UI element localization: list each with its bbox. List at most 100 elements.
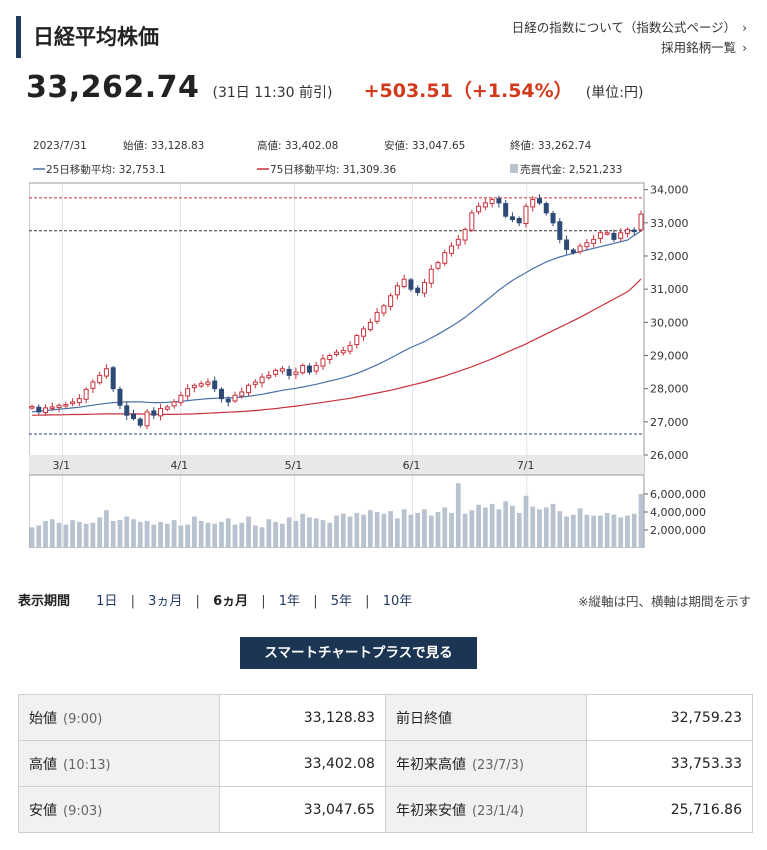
info-open: 始値: 33,128.83 xyxy=(123,139,204,152)
volume-bar xyxy=(293,521,299,548)
period-1d[interactable]: 1日 xyxy=(96,594,118,609)
candle-body xyxy=(496,198,502,204)
candle-body xyxy=(462,228,468,241)
info-ma25: 25日移動平均: 32,753.1 xyxy=(46,163,166,176)
ma25-line xyxy=(31,230,642,413)
plot-frame xyxy=(28,182,645,549)
volume-bar xyxy=(570,514,576,548)
candle-body xyxy=(178,394,184,404)
candle-body xyxy=(191,384,197,389)
candle-body xyxy=(591,238,597,244)
info-turnover: 売買代金: 2,521,233 xyxy=(520,163,622,176)
ytd-high-value: 33,753.33 xyxy=(586,740,753,787)
volume-bar xyxy=(428,515,434,548)
volume-bar xyxy=(516,512,522,548)
candle-body xyxy=(631,229,637,233)
volume-bar xyxy=(462,513,468,548)
y-tick-label: 27,000 xyxy=(650,416,689,429)
volume-bar xyxy=(550,503,556,548)
candle-body xyxy=(442,252,448,264)
ytd-high-label-cell: 年初来高値 (23/7/3) xyxy=(384,740,588,787)
price-change: +503.51（+1.54%） xyxy=(363,80,573,102)
volume-bar xyxy=(56,522,62,548)
constituents-link[interactable]: 採用銘柄一覧 › xyxy=(512,38,747,58)
candle-body xyxy=(415,287,421,293)
low-label-cell: 安値 (9:03) xyxy=(17,786,221,833)
ytd-low-label-cell: 年初来安値 (23/1/4) xyxy=(384,786,588,833)
period-10y[interactable]: 10年 xyxy=(382,594,413,609)
candle-body xyxy=(49,406,55,409)
y-tick-label: 26,000 xyxy=(650,449,689,462)
volume-bar xyxy=(482,507,488,548)
candle-body xyxy=(523,205,529,224)
volume-bar xyxy=(435,512,441,548)
page-title-bar: 日経平均株価 xyxy=(16,16,159,58)
volume-bar xyxy=(252,525,258,548)
candle-body xyxy=(300,364,306,374)
x-tick-label: 6/1 xyxy=(403,459,421,472)
volume-bar xyxy=(523,495,529,548)
volume-bar xyxy=(198,521,204,548)
candle-body xyxy=(374,311,380,322)
candle-body xyxy=(435,262,441,269)
volume-bar xyxy=(320,520,326,548)
volume-bar xyxy=(503,501,509,548)
quote-time: (31日 11:30 前引) xyxy=(212,85,333,101)
candle-body xyxy=(293,371,299,375)
candle-body xyxy=(530,199,536,208)
volume-bar xyxy=(192,516,197,548)
candle-body xyxy=(570,249,576,254)
volume-bar xyxy=(625,515,630,548)
y-tick-label: 32,000 xyxy=(650,250,689,263)
volume-bar xyxy=(327,522,333,548)
ytd-low-value: 25,716.86 xyxy=(586,786,753,833)
candle-body xyxy=(110,367,116,390)
candle-body xyxy=(185,388,191,397)
about-index-link[interactable]: 日経の指数について（指数公式ページ） › xyxy=(512,18,747,38)
volume-tick-label: 4,000,000 xyxy=(650,506,706,519)
candle-body xyxy=(144,411,150,427)
volume-bar xyxy=(239,522,245,548)
chart-svg: 2023/7/31 始値: 33,128.83 高値: 33,402.08 安値… xyxy=(28,139,706,549)
volume-bar xyxy=(442,507,448,548)
chevron-right-icon: › xyxy=(742,41,747,55)
info-low: 安値: 33,047.65 xyxy=(384,139,465,152)
volume-bar xyxy=(543,507,549,548)
volume-bar xyxy=(137,521,143,548)
candle-body xyxy=(421,282,427,294)
info-date: 2023/7/31 xyxy=(33,140,87,152)
volume-bar xyxy=(158,521,163,548)
period-separator: | xyxy=(195,594,200,609)
period-3m[interactable]: 3ヵ月 xyxy=(148,594,183,609)
period-5y[interactable]: 5年 xyxy=(330,594,353,609)
candle-body xyxy=(306,365,312,373)
candle-body xyxy=(218,388,224,400)
volume-tick-label: 2,000,000 xyxy=(650,524,706,537)
candle-body xyxy=(266,374,272,379)
volume-bar xyxy=(246,516,251,548)
volume-bar xyxy=(354,512,360,548)
volume-bar xyxy=(367,510,373,548)
y-tick-label: 28,000 xyxy=(650,383,689,396)
period-1y[interactable]: 1年 xyxy=(278,594,301,609)
candle-body xyxy=(604,232,610,235)
smart-chart-button[interactable]: スマートチャートプラスで見る xyxy=(240,637,477,669)
period-label: 表示期間 xyxy=(18,594,71,609)
moving-average-lines xyxy=(31,230,642,416)
volume-bar xyxy=(598,515,603,548)
x-tick-label: 7/1 xyxy=(517,459,535,472)
candle-body xyxy=(476,205,482,213)
volume-bar xyxy=(584,514,590,548)
volume-bar xyxy=(151,524,157,548)
period-6m[interactable]: 6ヵ月 xyxy=(213,594,249,609)
volume-bar xyxy=(124,516,130,548)
candle-body xyxy=(455,238,461,246)
y-tick-label: 30,000 xyxy=(650,316,689,329)
candle-body xyxy=(543,203,549,214)
volume-bar xyxy=(638,494,644,548)
price-chart[interactable]: 2023/7/31 始値: 33,128.83 高値: 33,402.08 安値… xyxy=(28,130,751,549)
volume-bar xyxy=(557,511,563,548)
low-value: 33,047.65 xyxy=(219,786,386,833)
candle-body xyxy=(509,216,515,220)
volume-legend-swatch xyxy=(510,164,518,173)
